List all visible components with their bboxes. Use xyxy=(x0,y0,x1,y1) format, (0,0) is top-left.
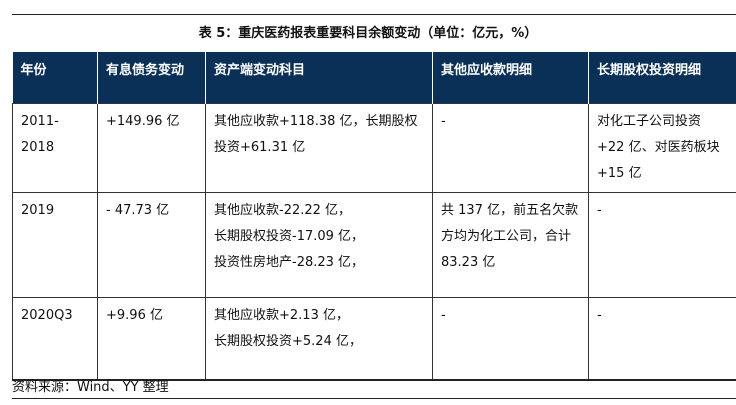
top-rule xyxy=(12,14,736,15)
header-other-receivables: 其他应收款明细 xyxy=(432,52,589,104)
bottom-rule xyxy=(12,398,736,399)
cell-assets: 其他应收款+118.38 亿，长期股权投资+61.31 亿 xyxy=(205,103,433,193)
cell-assets: 其他应收款-22.22 亿， 长期股权投资-17.09 亿， 投资性房地产-28.2… xyxy=(205,192,433,298)
asset-line: 投资性房地产-28.23 亿， xyxy=(214,255,365,270)
asset-line: 其他应收款-22.22 亿， xyxy=(214,203,352,218)
header-row: 年份 有息债务变动 资产端变动科目 其他应收款明细 长期股权投资明细 xyxy=(12,52,736,104)
cell-equity: 对化工子公司投资+22 亿、对医药板块+15 亿 xyxy=(588,103,736,193)
asset-line: 长期股权投资+5.24 亿， xyxy=(214,334,362,349)
cell-year: 2019 xyxy=(12,192,98,298)
asset-line: 长期股权投资-17.09 亿， xyxy=(214,229,365,244)
cell-debt: +9.96 亿 xyxy=(97,297,206,381)
cell-equity: - xyxy=(588,192,736,298)
cell-debt: +149.96 亿 xyxy=(97,103,206,193)
table-title: 表 5：重庆医药报表重要科目余额变动（单位：亿元，%） xyxy=(198,26,538,41)
asset-line: 其他应收款+2.13 亿， xyxy=(214,308,349,323)
source-note: 资料来源：Wind、YY 整理 xyxy=(12,380,169,395)
cell-debt: - 47.73 亿 xyxy=(97,192,206,298)
table-row: 2020Q3 +9.96 亿 其他应收款+2.13 亿， 长期股权投资+5.24 … xyxy=(12,297,736,381)
table-row: 2019 - 47.73 亿 其他应收款-22.22 亿， 长期股权投资-17.0… xyxy=(12,192,736,298)
header-assets: 资产端变动科目 xyxy=(205,52,433,104)
cell-other: - xyxy=(432,103,589,193)
cell-year: 2020Q3 xyxy=(12,297,98,381)
asset-line: 其他应收款+118.38 亿，长期股权投资+61.31 亿 xyxy=(214,114,418,155)
table-row: 2011-2018 +149.96 亿 其他应收款+118.38 亿，长期股权投… xyxy=(12,103,736,193)
cell-equity: - xyxy=(588,297,736,381)
data-table: 年份 有息债务变动 资产端变动科目 其他应收款明细 长期股权投资明细 2011-… xyxy=(12,52,736,381)
cell-other: 共 137 亿，前五名欠款方均为化工公司，合计 83.23 亿 xyxy=(432,192,589,298)
cell-other: - xyxy=(432,297,589,381)
cell-assets: 其他应收款+2.13 亿， 长期股权投资+5.24 亿， xyxy=(205,297,433,381)
header-equity-investment: 长期股权投资明细 xyxy=(588,52,736,104)
header-debt: 有息债务变动 xyxy=(97,52,206,104)
header-year: 年份 xyxy=(12,52,98,104)
cell-year: 2011-2018 xyxy=(12,103,98,193)
